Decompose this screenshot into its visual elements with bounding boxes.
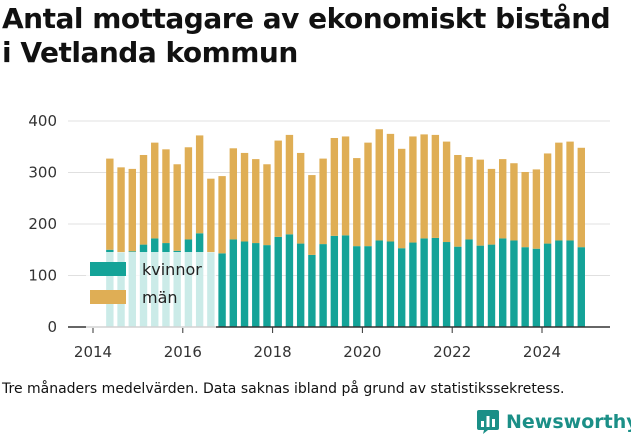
- bar-man: [375, 129, 383, 241]
- x-tick-label: 2014: [74, 343, 112, 361]
- bar-kvinnor: [263, 245, 271, 327]
- y-tick-label: 200: [28, 215, 57, 233]
- bar-man: [162, 149, 170, 244]
- bar-man: [499, 159, 507, 239]
- bar-man: [139, 154, 148, 245]
- bar-man: [308, 175, 316, 255]
- bar-man: [330, 137, 339, 236]
- bar-man: [566, 141, 574, 241]
- y-tick-label: 0: [47, 318, 57, 336]
- bar-man: [274, 140, 282, 237]
- bar-kvinnor: [442, 242, 451, 327]
- bar-kvinnor: [353, 246, 361, 327]
- bar-kvinnor: [240, 241, 249, 327]
- bar-kvinnor: [409, 242, 417, 327]
- y-tick-label: 300: [28, 164, 57, 182]
- bar-man: [341, 136, 350, 236]
- bar-kvinnor: [218, 253, 226, 327]
- bar-man: [577, 147, 585, 248]
- bar-kvinnor: [397, 248, 406, 327]
- bar-kvinnor: [386, 241, 395, 327]
- chart-title: Antal mottagare av ekonomiskt bistånd i …: [2, 2, 630, 70]
- bar-kvinnor: [341, 235, 350, 327]
- chart-title-line-1: Antal mottagare av ekonomiskt bistånd: [2, 2, 611, 35]
- bar-man: [285, 134, 294, 235]
- bar-kvinnor: [274, 236, 282, 327]
- legend-swatch: [90, 262, 126, 276]
- bar-man: [465, 157, 473, 240]
- bar-man: [296, 152, 305, 244]
- bar-kvinnor: [487, 244, 496, 327]
- chart-title-line-2: i Vetlanda kommun: [2, 36, 298, 69]
- x-tick-label: 2022: [433, 343, 471, 361]
- bar-kvinnor: [229, 239, 238, 327]
- bar-man: [364, 142, 372, 247]
- footnote: Tre månaders medelvärden. Data saknas ib…: [2, 381, 565, 397]
- bar-man: [442, 141, 451, 243]
- bar-man: [229, 148, 238, 240]
- bar-man: [151, 142, 159, 239]
- bar-man: [353, 158, 361, 247]
- bar-kvinnor: [476, 245, 484, 327]
- bar-man: [521, 171, 529, 248]
- bar-chart-logo-icon: [477, 410, 499, 434]
- x-tick-label: 2020: [343, 343, 381, 361]
- bar-kvinnor: [330, 235, 339, 327]
- bar-man: [476, 159, 484, 246]
- newsworthy-logo: Newsworthy: [476, 407, 631, 437]
- bar-kvinnor: [499, 238, 507, 327]
- stacked-bar-chart: 0 100 200 300 400 2014 2016 2018 2020 2022 2024 kvi…: [28, 112, 610, 361]
- legend-label: kvinnor: [142, 260, 202, 279]
- bar-kvinnor: [577, 247, 585, 327]
- bar-man: [195, 135, 204, 234]
- bar-man: [532, 169, 541, 249]
- bar-kvinnor: [521, 247, 529, 327]
- bar-kvinnor: [510, 240, 518, 327]
- bar-kvinnor: [252, 243, 260, 327]
- bar-man: [397, 148, 406, 249]
- bar-man: [431, 134, 440, 238]
- y-tick-label: 100: [28, 267, 57, 285]
- bar-kvinnor: [431, 237, 440, 327]
- bar-man: [173, 164, 181, 251]
- bar-man: [106, 158, 114, 250]
- bar-kvinnor: [465, 239, 473, 327]
- bar-man: [207, 178, 215, 253]
- bar-kvinnor: [555, 240, 563, 327]
- y-tick-label: 400: [28, 112, 57, 130]
- x-tick-label: 2016: [164, 343, 202, 361]
- bar-man: [420, 134, 428, 239]
- bar-kvinnor: [532, 248, 541, 327]
- bar-kvinnor: [308, 254, 316, 327]
- bar-man: [543, 153, 552, 244]
- bar-kvinnor: [420, 238, 428, 327]
- bar-man: [555, 142, 563, 241]
- bar-man: [319, 158, 327, 245]
- bar-kvinnor: [375, 240, 383, 327]
- bar-kvinnor: [296, 243, 305, 327]
- bar-man: [252, 159, 260, 244]
- bar-kvinnor: [543, 243, 552, 327]
- bar-man: [184, 147, 193, 240]
- brand-name: Newsworthy: [506, 411, 631, 433]
- bar-kvinnor: [319, 244, 327, 327]
- bar-man: [510, 163, 518, 241]
- bar-man: [487, 168, 496, 245]
- bar-man: [263, 164, 271, 246]
- bar-man: [386, 133, 395, 242]
- bar-kvinnor: [364, 246, 372, 327]
- bar-man: [128, 168, 136, 252]
- bar-man: [409, 136, 417, 243]
- x-tick-label: 2018: [254, 343, 292, 361]
- bar-man: [218, 176, 226, 254]
- bar-man: [117, 167, 125, 253]
- legend-swatch: [90, 290, 126, 304]
- legend-label: män: [142, 288, 178, 307]
- bar-kvinnor: [454, 246, 462, 327]
- bar-kvinnor: [285, 234, 294, 327]
- bar-man: [454, 154, 462, 247]
- x-tick-label: 2024: [523, 343, 561, 361]
- bar-man: [240, 152, 249, 242]
- bar-kvinnor: [566, 240, 574, 327]
